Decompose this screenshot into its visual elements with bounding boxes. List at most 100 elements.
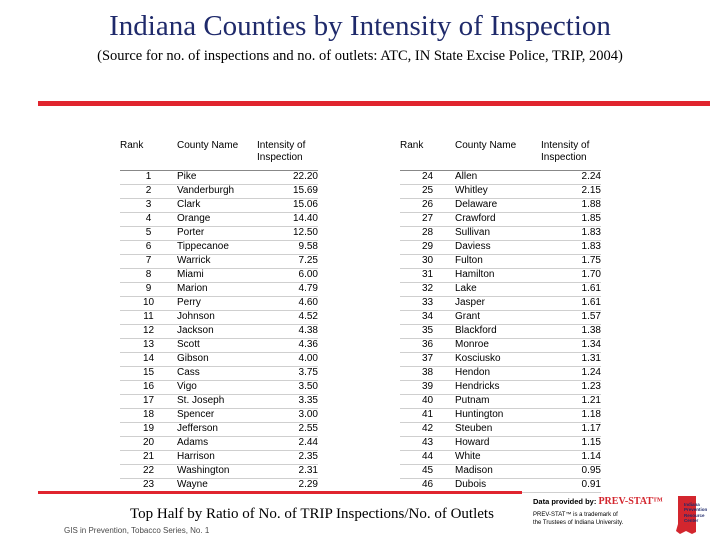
table-row: 45 Madison 0.95 <box>400 464 601 479</box>
county-cell: Daviess <box>455 240 541 255</box>
rank-cell: 42 <box>400 422 455 437</box>
table-row: 7 Warrick 7.25 <box>120 254 318 269</box>
rank-cell: 7 <box>120 254 177 269</box>
table-row: 23 Wayne 2.29 <box>120 478 318 493</box>
rank-cell: 29 <box>400 240 455 255</box>
county-cell: Hendon <box>455 366 541 381</box>
rank-cell: 17 <box>120 394 177 409</box>
table-row: 3 Clark 15.06 <box>120 198 318 213</box>
table-row: 17 St. Joseph 3.35 <box>120 394 318 409</box>
table-row: 30 Fulton 1.75 <box>400 254 601 269</box>
rank-cell: 20 <box>120 436 177 451</box>
county-cell: St. Joseph <box>177 394 257 409</box>
county-cell: Vanderburgh <box>177 184 257 199</box>
rank-cell: 30 <box>400 254 455 269</box>
intensity-cell: 1.17 <box>541 422 601 437</box>
rank-cell: 35 <box>400 324 455 339</box>
intensity-cell: 1.88 <box>541 198 601 213</box>
intensity-cell: 6.00 <box>257 268 318 283</box>
rank-cell: 25 <box>400 184 455 199</box>
intensity-cell: 3.00 <box>257 408 318 423</box>
table-row: 21 Harrison 2.35 <box>120 450 318 465</box>
county-cell: Whitley <box>455 184 541 199</box>
intensity-cell: 1.83 <box>541 226 601 241</box>
county-cell: Hamilton <box>455 268 541 283</box>
rank-cell: 33 <box>400 296 455 311</box>
table-row: 22 Washington 2.31 <box>120 464 318 479</box>
intensity-cell: 1.38 <box>541 324 601 339</box>
rank-cell: 22 <box>120 464 177 479</box>
table-row: 1 Pike 22.20 <box>120 169 318 185</box>
rank-cell: 36 <box>400 338 455 353</box>
rank-cell: 39 <box>400 380 455 395</box>
intensity-cell: 2.55 <box>257 422 318 437</box>
table-row: 20 Adams 2.44 <box>120 436 318 451</box>
table-row: 24 Allen 2.24 <box>400 169 601 185</box>
rank-cell: 45 <box>400 464 455 479</box>
table-row: 4 Orange 14.40 <box>120 212 318 227</box>
county-cell: Kosciusko <box>455 352 541 367</box>
table-row: 29 Daviess 1.83 <box>400 240 601 255</box>
table-row: 42 Steuben 1.17 <box>400 422 601 437</box>
table-row: 15 Cass 3.75 <box>120 366 318 381</box>
rank-cell: 18 <box>120 408 177 423</box>
table-row: 31 Hamilton 1.70 <box>400 268 601 283</box>
intensity-cell: 7.25 <box>257 254 318 269</box>
county-cell: Scott <box>177 338 257 353</box>
trademark-line-1: PREV-STAT™ is a trademark of <box>533 512 618 518</box>
county-cell: Perry <box>177 296 257 311</box>
county-cell: Delaware <box>455 198 541 213</box>
table-row: 46 Dubois 0.91 <box>400 478 601 493</box>
table-row: 19 Jefferson 2.55 <box>120 422 318 437</box>
intensity-cell: 1.61 <box>541 296 601 311</box>
county-cell: Warrick <box>177 254 257 269</box>
intensity-cell: 1.31 <box>541 352 601 367</box>
rank-cell: 26 <box>400 198 455 213</box>
intensity-cell: 2.35 <box>257 450 318 465</box>
rank-cell: 14 <box>120 352 177 367</box>
intensity-cell: 22.20 <box>257 169 318 185</box>
table-row: 40 Putnam 1.21 <box>400 394 601 409</box>
table-row: 25 Whitley 2.15 <box>400 184 601 199</box>
county-cell: Jefferson <box>177 422 257 437</box>
rank-cell: 27 <box>400 212 455 227</box>
table-row: 12 Jackson 4.38 <box>120 324 318 339</box>
table-row: 18 Spencer 3.00 <box>120 408 318 423</box>
table-row: 11 Johnson 4.52 <box>120 310 318 325</box>
rank-header: Rank <box>120 140 144 151</box>
table-body-left: 1 Pike 22.20 2 Vanderburgh 15.69 3 Clark 15.06 4 O… <box>120 169 318 493</box>
rank-cell: 10 <box>120 296 177 311</box>
rank-cell: 31 <box>400 268 455 283</box>
rank-cell: 9 <box>120 282 177 297</box>
intensity-cell: 1.75 <box>541 254 601 269</box>
indiana-state-logo-icon <box>676 496 696 534</box>
rank-cell: 8 <box>120 268 177 283</box>
table-row: 6 Tippecanoe 9.58 <box>120 240 318 255</box>
intensity-cell: 2.31 <box>257 464 318 479</box>
county-cell: Cass <box>177 366 257 381</box>
top-divider <box>38 101 710 106</box>
table-row: 26 Delaware 1.88 <box>400 198 601 213</box>
county-cell: Sullivan <box>455 226 541 241</box>
rank-cell: 23 <box>120 478 177 493</box>
intensity-cell: 1.14 <box>541 450 601 465</box>
table-header-row: Rank County Name Intensity of Inspection <box>120 136 318 170</box>
county-cell: Lake <box>455 282 541 297</box>
county-cell: Blackford <box>455 324 541 339</box>
rank-cell: 38 <box>400 366 455 381</box>
county-table-left: Rank County Name Intensity of Inspection… <box>120 136 318 493</box>
rank-cell: 5 <box>120 226 177 241</box>
table-row: 43 Howard 1.15 <box>400 436 601 451</box>
county-cell: Clark <box>177 198 257 213</box>
rank-cell: 2 <box>120 184 177 199</box>
table-row: 36 Monroe 1.34 <box>400 338 601 353</box>
rank-cell: 21 <box>120 450 177 465</box>
intensity-cell: 1.34 <box>541 338 601 353</box>
prev-stat-brand: PREV-STAT™ <box>598 496 663 507</box>
table-caption: Top Half by Ratio of No. of TRIP Inspect… <box>130 506 494 522</box>
county-cell: Porter <box>177 226 257 241</box>
table-row: 8 Miami 6.00 <box>120 268 318 283</box>
county-cell: Marion <box>177 282 257 297</box>
county-cell: Jackson <box>177 324 257 339</box>
county-cell: Pike <box>177 169 257 185</box>
